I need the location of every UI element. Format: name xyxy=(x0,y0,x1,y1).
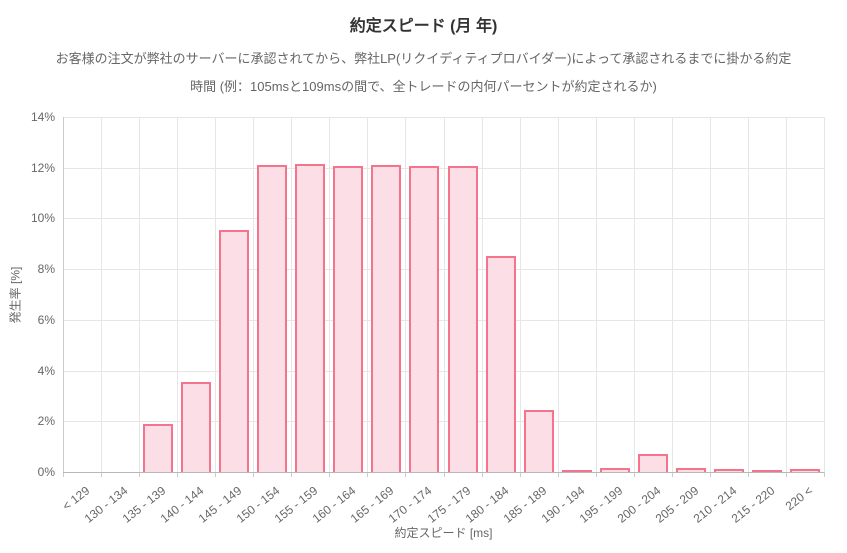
x-axis-tick-mark xyxy=(786,472,787,477)
x-axis-tick-mark xyxy=(253,472,254,477)
histogram-bar-185-189[interactable] xyxy=(523,410,554,472)
histogram-bar-205-209[interactable] xyxy=(675,468,706,472)
y-gridline xyxy=(63,167,824,169)
y-axis-tick-label: 10% xyxy=(30,211,55,226)
x-gridline xyxy=(329,117,330,472)
x-axis-title: 約定スピード [ms] xyxy=(394,526,493,540)
x-axis-tick-mark xyxy=(672,472,673,477)
x-gridline xyxy=(177,117,178,472)
x-gridline xyxy=(520,117,521,472)
x-gridline xyxy=(215,117,216,472)
histogram-bar-170-174[interactable] xyxy=(409,166,440,472)
x-axis-tick-mark xyxy=(482,472,483,477)
x-gridline xyxy=(405,117,406,472)
chart-subtitle-line-2: 時間 (例：105msと109msの間で、全トレードの内何パーセントが約定される… xyxy=(190,79,657,94)
y-axis-line xyxy=(63,117,64,472)
histogram-bar-220<[interactable] xyxy=(789,469,820,472)
x-gridline xyxy=(596,117,597,472)
x-gridline xyxy=(253,117,254,472)
x-gridline xyxy=(710,117,711,472)
chart-subtitle-line-1: お客様の注文が弊社のサーバーに承認されてから、弊社LP(リクイディティプロバイダ… xyxy=(55,51,792,66)
histogram-bar-195-199[interactable] xyxy=(599,468,630,472)
x-axis-tick-mark xyxy=(824,472,825,477)
x-gridline xyxy=(558,117,559,472)
x-gridline xyxy=(101,117,102,472)
x-gridline xyxy=(367,117,368,472)
histogram-bar-155-159[interactable] xyxy=(295,164,326,472)
x-gridline xyxy=(482,117,483,472)
y-axis-tick-label: 2% xyxy=(37,414,55,429)
x-axis-tick-mark xyxy=(748,472,749,477)
y-gridline xyxy=(63,269,824,271)
x-axis-tick-mark xyxy=(215,472,216,477)
x-gridline xyxy=(748,117,749,472)
y-gridline xyxy=(63,421,824,423)
x-gridline xyxy=(824,117,825,472)
x-axis-tick-mark xyxy=(405,472,406,477)
x-axis-line xyxy=(63,472,824,473)
x-axis-tick-mark xyxy=(634,472,635,477)
y-axis-tick-label: 8% xyxy=(37,262,55,277)
x-axis-tick-mark xyxy=(367,472,368,477)
y-axis-tick-label: 4% xyxy=(37,363,55,378)
x-gridline xyxy=(672,117,673,472)
y-gridline xyxy=(63,218,824,220)
plot-area: 0% 2% 4% 6% 8% 10% 12% 14% < 129 130 - 134 135 - 1… xyxy=(31,110,825,526)
x-axis-tick-mark xyxy=(329,472,330,477)
y-gridline xyxy=(63,370,824,372)
y-axis-tick-label: 14% xyxy=(30,110,55,124)
histogram-bar-180-184[interactable] xyxy=(485,256,516,472)
histogram-bar-210-214[interactable] xyxy=(713,469,744,472)
x-gridline xyxy=(634,117,635,472)
histogram-bar-140-144[interactable] xyxy=(181,382,212,472)
histogram-bar-150-154[interactable] xyxy=(257,165,288,472)
x-axis-tick-mark xyxy=(177,472,178,477)
chart-title: 約定スピード (月 年) xyxy=(349,18,498,35)
x-gridline xyxy=(786,117,787,472)
histogram-bar-190-194[interactable] xyxy=(561,470,592,472)
x-axis-tick-mark xyxy=(63,472,64,477)
x-axis-tick-mark xyxy=(101,472,102,477)
histogram-bar-215-220[interactable] xyxy=(751,470,782,472)
x-gridline xyxy=(291,117,292,472)
histogram-bar-200-204[interactable] xyxy=(637,454,668,472)
y-gridline xyxy=(63,117,824,118)
x-axis-tick-mark xyxy=(291,472,292,477)
histogram-bar-145-149[interactable] xyxy=(219,230,250,472)
y-axis-tick-label: 6% xyxy=(37,312,55,327)
x-gridline xyxy=(139,117,140,472)
x-axis-tick-mark xyxy=(596,472,597,477)
histogram-bar-160-164[interactable] xyxy=(333,166,364,472)
x-axis-tick-mark xyxy=(444,472,445,477)
histogram-bar-175-179[interactable] xyxy=(447,166,478,472)
y-axis-tick-label: 12% xyxy=(30,160,55,175)
x-gridline xyxy=(444,117,445,472)
histogram-bar-135-139[interactable] xyxy=(143,424,174,472)
x-axis-tick-mark xyxy=(139,472,140,477)
y-axis-tick-label: 0% xyxy=(37,465,55,479)
x-axis-tick-mark xyxy=(558,472,559,477)
histogram-bar-165-169[interactable] xyxy=(371,165,402,472)
x-axis-tick-mark xyxy=(520,472,521,477)
x-axis-tick-mark xyxy=(710,472,711,477)
y-gridline xyxy=(63,319,824,321)
